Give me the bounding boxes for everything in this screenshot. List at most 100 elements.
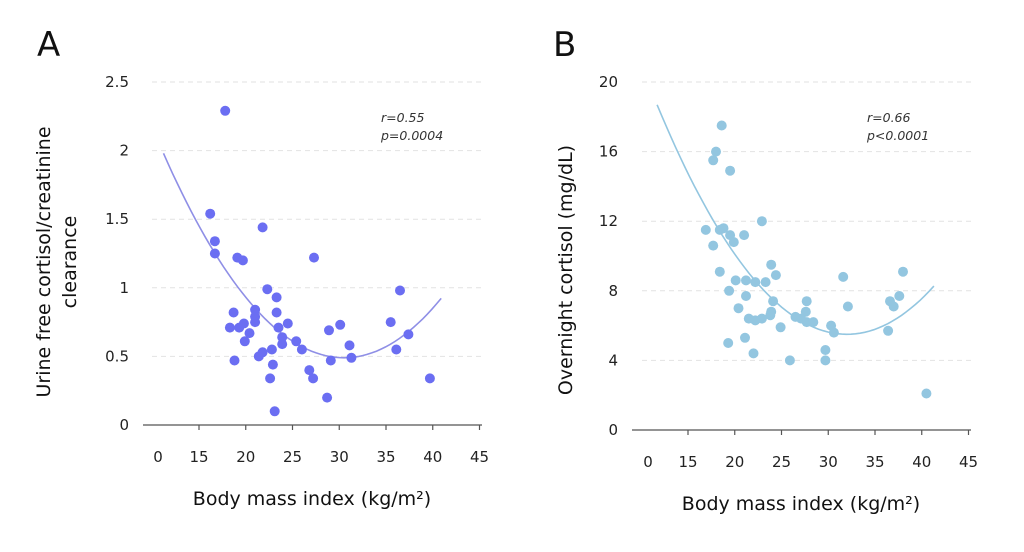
data-point [403,329,414,340]
y-tick-label: 1.5 [105,210,129,228]
y-tick-label: 2 [119,142,129,160]
y-tick-label: 0 [119,416,129,434]
data-point [756,216,767,227]
y-tick-label: 0.5 [105,347,129,365]
data-point [308,373,319,384]
data-point [768,296,779,307]
data-point [740,332,750,343]
data-point [921,388,932,399]
data-point [391,344,402,355]
data-point [708,240,719,251]
data-point [756,313,767,324]
data-point [730,275,741,286]
x-tick-label: 0 [643,453,653,471]
data-point [801,296,812,307]
panel-b: B 0 4 8 12 16 20 0 15 20 25 30 35 40 45 Overnight co… [553,25,978,515]
data-point [220,105,231,116]
x-tick-label: 35 [865,453,884,471]
y-tick-label: 8 [608,282,618,300]
y-tick-label: 2.5 [105,73,129,91]
data-point [894,291,905,301]
y-tick-label: 12 [599,212,618,230]
data-point [271,307,282,318]
x-tick-label: 20 [236,448,255,466]
x-tick-label: 25 [772,453,791,471]
data-point [739,230,750,241]
y-axis-title-b-line1: Overnight cortisol (mg/dL) [555,145,577,395]
y-tick-labels-b: 0 4 8 12 16 20 [599,73,618,439]
data-point [828,327,839,338]
data-point [257,347,268,358]
data-point [820,355,831,366]
data-point [385,317,396,328]
annotation-r-b: r=0.66 [867,110,910,125]
x-axis-a: 0 15 20 25 30 35 40 45 [143,424,489,466]
data-point [282,318,293,329]
data-point [239,336,250,347]
x-tick-label: 45 [470,448,489,466]
x-axis-title-b: Body mass index (kg/m²) [682,493,920,515]
data-point [784,355,795,366]
data-point [765,310,776,321]
data-point [724,285,735,296]
data-point [748,348,759,359]
annotation-r-a: r=0.55 [381,110,424,125]
data-point [725,165,736,176]
x-tick-label: 35 [376,448,395,466]
y-tick-labels-a: 0 0.5 1 1.5 2 2.5 [105,73,129,434]
data-point [269,406,280,417]
data-point [265,373,276,384]
data-point [723,338,734,348]
data-point [262,284,273,295]
data-point [760,277,771,288]
x-tick-label: 40 [423,448,442,466]
x-tick-label: 15 [678,453,697,471]
data-point [237,255,248,266]
data-point [741,275,751,286]
annotation-p-a: p=0.0004 [380,128,443,143]
data-point [335,319,346,330]
gridlines-b [642,81,972,361]
data-point [775,322,786,333]
panel-letter-a: A [37,25,60,65]
y-tick-label: 1 [119,279,129,297]
data-point [716,120,727,131]
data-point [238,318,249,329]
data-point [267,359,278,370]
data-point [718,223,729,234]
data-point [324,325,334,336]
data-point [883,325,894,336]
scatter-points-b [700,120,932,399]
panel-a: A 0 0.5 1 1.5 2 2.5 0 15 20 25 30 35 40 45 Urine fre… [33,25,489,510]
data-point [743,313,754,324]
y-axis-title-b: Overnight cortisol (mg/dL) [555,145,577,395]
x-axis-title-a: Body mass index (kg/m²) [193,488,431,510]
data-point [346,352,357,363]
data-point [271,292,282,303]
data-point [209,248,220,259]
data-point [291,336,302,347]
panel-letter-b: B [553,25,576,65]
data-point [322,392,333,403]
data-point [838,271,849,282]
x-tick-label: 20 [725,453,744,471]
data-point [424,373,435,384]
x-tick-label: 0 [153,448,163,466]
data-point [714,266,725,277]
data-point [229,355,240,366]
scatter-points-a [205,105,435,417]
data-point [277,332,288,343]
data-point [750,277,761,288]
y-axis-title-a-line2: clearance [59,216,81,309]
data-point [304,365,315,376]
data-point [708,155,719,166]
y-tick-label: 20 [599,73,618,91]
data-point [898,266,908,277]
data-point [257,222,268,233]
data-point [700,224,711,235]
data-point [296,344,307,355]
data-point [250,317,261,328]
y-axis-title-a-line1: Urine free cortisol/creatinine [33,126,55,397]
y-tick-label: 16 [599,143,618,161]
